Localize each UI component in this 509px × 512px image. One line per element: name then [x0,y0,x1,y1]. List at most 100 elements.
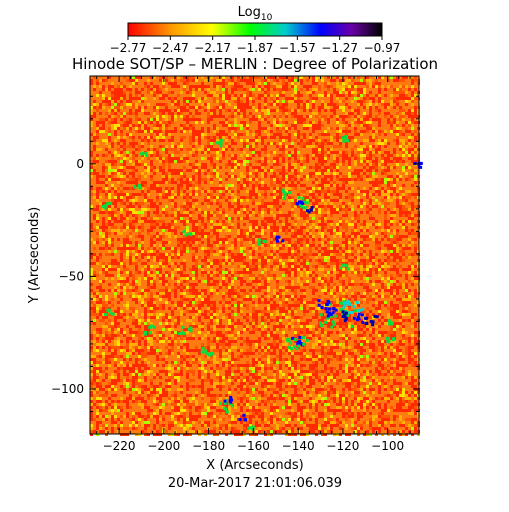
patch-pixel [219,141,223,145]
x-tick-label: −160 [237,439,270,453]
patch-pixel [343,263,347,267]
patch-pixel [243,418,247,422]
patch-pixel [352,304,356,308]
patch-pixel [345,301,349,305]
patch-pixel [181,325,185,329]
patch-pixel [357,309,361,313]
patch-pixel [341,315,345,319]
patch-pixel [331,320,335,324]
patch-pixel [332,322,336,326]
patch-pixel [149,324,153,328]
patch-pixel [293,338,297,342]
patch-pixel [201,346,205,350]
x-axis-label: X (Arcseconds) [206,458,303,473]
patch-pixel [217,141,221,145]
heatmap-noise [90,76,420,436]
x-tick-label: −140 [282,439,315,453]
patch-pixel [365,321,369,325]
patch-pixel [182,332,186,336]
patch-pixel [346,267,350,271]
high-polarization-patches [101,134,423,431]
patch-pixel [303,200,307,204]
patch-pixel [145,153,149,157]
patch-pixel [344,311,348,315]
colorbar-title-sub: 10 [261,13,273,23]
patch-pixel [200,350,204,354]
patch-pixel [356,315,360,319]
patch-pixel [344,138,348,142]
patch-pixel [344,309,348,313]
patch-pixel [295,202,299,206]
colorbar-title-main: Log [238,5,261,20]
patch-pixel [275,239,279,243]
patch-pixel [352,316,356,320]
patch-pixel [306,209,310,213]
patch-pixel [344,134,348,138]
patch-pixel [297,344,301,348]
patch-pixel [242,413,246,417]
patch-pixel [341,136,345,140]
patch-pixel [391,338,395,342]
patch-pixel [327,301,331,305]
patch-pixel [324,307,328,311]
patch-pixel [346,299,350,303]
plot-frame [89,75,420,435]
patch-pixel [317,303,321,307]
patch-pixel [204,349,208,353]
patch-pixel [141,151,145,155]
heatmap [90,76,423,436]
patch-pixel [326,314,330,318]
patch-pixel [353,309,357,313]
y-tick-label: −100 [51,382,84,396]
patch-pixel [386,336,390,340]
patch-pixel [297,341,301,345]
patch-pixel [290,347,294,351]
patch-pixel [288,191,292,195]
patch-pixel [224,407,228,411]
patch-pixel [208,353,212,357]
patch-pixel [320,305,324,309]
patch-pixel [109,311,113,315]
patch-pixel [153,325,157,329]
patch-pixel [350,324,354,328]
patch-pixel [355,301,359,305]
patch-pixel [219,138,223,142]
patch-pixel [249,426,253,430]
patch-pixel [371,320,375,324]
patch-pixel [289,341,293,345]
patch-pixel [178,332,182,336]
patch-pixel [303,205,307,209]
patch-pixel [373,314,377,318]
patch-pixel [346,139,350,143]
patch-pixel [230,404,234,408]
patch-pixel [297,202,301,206]
patch-pixel [345,264,349,268]
patch-pixel [419,161,423,165]
patch-pixel [340,301,344,305]
patch-pixel [148,325,152,329]
patch-pixel [342,139,346,143]
patch-pixel [144,330,148,334]
x-tick-label: −180 [192,439,225,453]
patch-pixel [137,183,141,187]
patch-pixel [133,184,137,188]
patch-pixel [106,202,110,206]
patch-pixel [390,321,394,325]
patch-pixel [111,312,115,316]
colorbar-tick-label: −2.17 [194,41,231,55]
x-tick-label: −120 [326,439,359,453]
patch-pixel [319,323,323,327]
patch-pixel [301,197,305,201]
patch-pixel [334,308,338,312]
patch-pixel [332,307,336,311]
patch-pixel [295,347,299,351]
patch-pixel [339,308,343,312]
patch-pixel [341,310,345,314]
patch-pixel [339,266,343,270]
patch-pixel [330,325,334,329]
y-axis-label: Y (Arcseconds) [27,207,42,304]
patch-pixel [387,319,391,323]
patch-pixel [225,410,229,414]
x-axis-ticks: −220 −200 −180 −160 −140 −120 −100 [96,76,411,453]
